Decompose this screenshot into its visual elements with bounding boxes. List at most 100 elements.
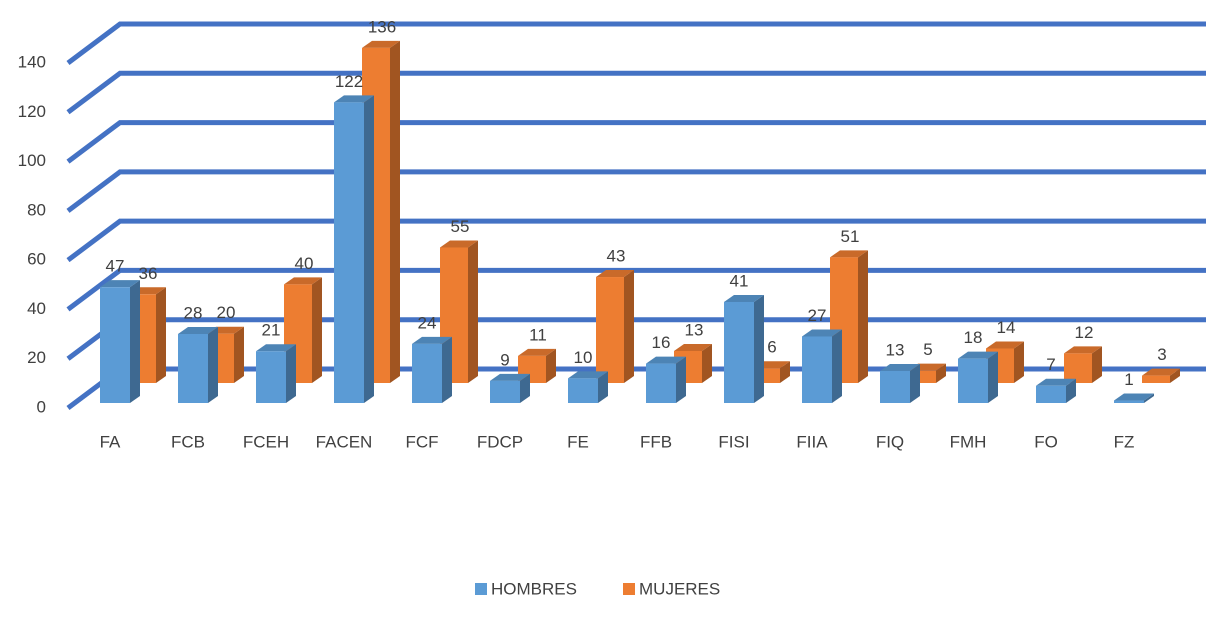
data-label: 47 — [106, 257, 125, 276]
bar-side — [312, 277, 322, 383]
data-label: 11 — [529, 325, 547, 344]
x-tick-label: FCF — [405, 432, 438, 451]
x-tick-label: FFB — [640, 432, 672, 451]
x-tick-label: FACEN — [316, 432, 373, 451]
bar — [1114, 400, 1144, 403]
bar — [256, 351, 286, 403]
bar-side — [832, 329, 842, 403]
x-tick-label: FA — [100, 432, 121, 451]
bar-top — [1064, 346, 1102, 354]
bar — [1036, 385, 1066, 403]
bar — [958, 358, 988, 403]
bar — [1064, 353, 1092, 383]
x-tick-label: FISI — [718, 432, 749, 451]
bar-top — [646, 356, 686, 364]
bar — [334, 102, 364, 403]
bar-side — [754, 294, 764, 403]
bar-top — [334, 95, 374, 103]
bar-top — [256, 344, 296, 352]
data-label: 13 — [886, 340, 905, 359]
data-label: 13 — [685, 320, 704, 339]
bar-top — [178, 327, 218, 334]
bar — [880, 370, 910, 403]
data-label: 51 — [841, 227, 860, 246]
bar — [1142, 375, 1170, 383]
data-label: 122 — [335, 72, 363, 91]
data-label: 20 — [217, 303, 236, 322]
data-label: 3 — [1157, 345, 1166, 364]
bar-top — [440, 240, 478, 248]
grid-line — [66, 267, 1206, 312]
data-label: 40 — [295, 254, 314, 273]
bar — [724, 301, 754, 403]
y-tick-label: 40 — [27, 299, 46, 318]
legend-label: HOMBRES — [491, 579, 577, 598]
bar-side — [442, 336, 452, 403]
x-tick-label: FIQ — [876, 432, 904, 451]
bar-side — [858, 250, 868, 383]
bar-side — [676, 356, 686, 403]
y-tick-label: 80 — [27, 200, 46, 219]
data-label: 24 — [418, 313, 437, 332]
data-label: 12 — [1075, 323, 1094, 342]
bar-top — [830, 250, 868, 258]
bar-side — [1092, 346, 1102, 383]
legend-label: MUJERES — [639, 579, 720, 598]
grid-line — [66, 120, 1206, 164]
y-tick-label: 0 — [37, 397, 46, 416]
data-label: 5 — [923, 340, 932, 359]
bar-top — [724, 294, 764, 302]
bar-side — [598, 371, 608, 403]
grid-line — [66, 169, 1206, 213]
data-label: 1 — [1124, 370, 1133, 389]
bar-top — [986, 341, 1024, 349]
y-tick-label: 140 — [18, 52, 46, 71]
bar-top — [518, 348, 556, 356]
x-tick-label: FO — [1034, 432, 1058, 451]
bar-side — [286, 344, 296, 403]
bar-top — [1142, 368, 1180, 376]
bar-side — [156, 287, 166, 383]
data-label: 43 — [607, 247, 626, 266]
data-label: 28 — [184, 303, 203, 322]
bar-side — [624, 270, 634, 383]
legend-swatch — [475, 583, 487, 595]
x-tick-label: FCB — [171, 432, 205, 451]
bar-top — [362, 40, 400, 48]
y-tick-label: 60 — [27, 250, 46, 269]
x-tick-label: FDCP — [477, 432, 523, 451]
data-label: 136 — [368, 17, 396, 36]
bar-side — [702, 343, 712, 383]
bar — [646, 363, 676, 403]
data-label: 6 — [767, 338, 776, 357]
bar — [100, 287, 130, 403]
x-tick-label: FMH — [950, 432, 987, 451]
bar-side — [364, 95, 374, 403]
bar — [596, 277, 624, 383]
bar — [490, 380, 520, 403]
x-tick-label: FZ — [1114, 432, 1135, 451]
data-label: 27 — [808, 306, 827, 325]
bar-side — [390, 40, 400, 383]
grid-line — [66, 21, 1206, 65]
bar-side — [1170, 368, 1180, 383]
grid-line — [66, 70, 1206, 115]
bar-side — [936, 363, 946, 383]
bar-side — [988, 351, 998, 403]
x-tick-label: FE — [567, 432, 589, 451]
bar-side — [208, 327, 218, 403]
bar-side — [546, 348, 556, 383]
data-label: 14 — [997, 318, 1016, 337]
legend-swatch — [623, 583, 635, 595]
bar-top — [674, 343, 712, 351]
bar-side — [234, 326, 244, 383]
data-label: 21 — [262, 321, 281, 340]
bar-top — [958, 351, 998, 359]
data-label: 18 — [964, 328, 983, 347]
data-label: 16 — [652, 333, 671, 352]
bar-side — [520, 373, 530, 403]
bar-top — [880, 363, 920, 371]
bar — [412, 343, 442, 403]
bar-side — [1144, 393, 1154, 403]
